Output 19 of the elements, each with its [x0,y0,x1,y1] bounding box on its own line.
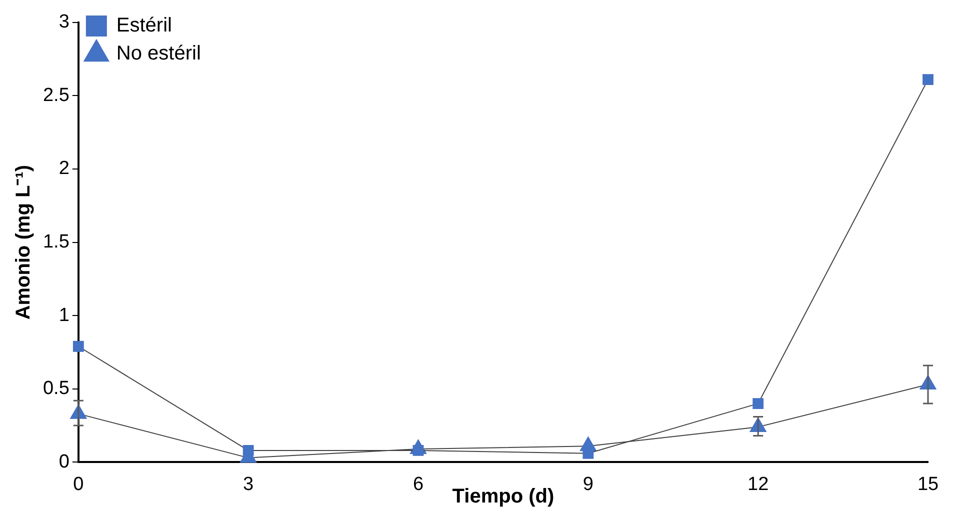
y-tick-label: 2 [58,158,70,180]
legend-label: No estéril [116,42,201,65]
point [922,74,934,86]
y-tick-label: 1 [58,304,70,326]
x-tick-label: 6 [412,474,424,495]
y-tick-label: 1.5 [42,232,70,253]
point [72,340,84,352]
x-axis-title: Tiempo (d) [452,486,554,508]
y-tick-label: 0 [58,451,70,472]
x-tick-label: 0 [73,474,84,495]
y-tick-label: 2.5 [42,84,70,106]
y-axis-title: Amonio (mg L⁻¹) [12,164,35,320]
x-tick-label: 15 [917,474,939,495]
x-tick-label: 9 [582,474,594,495]
x-tick-label: 12 [748,474,769,495]
y-tick-label: 0.5 [42,378,70,400]
x-tick-label: 3 [243,474,254,495]
legend-label: Estéril [116,14,172,37]
y-tick-label: 3 [58,12,70,33]
